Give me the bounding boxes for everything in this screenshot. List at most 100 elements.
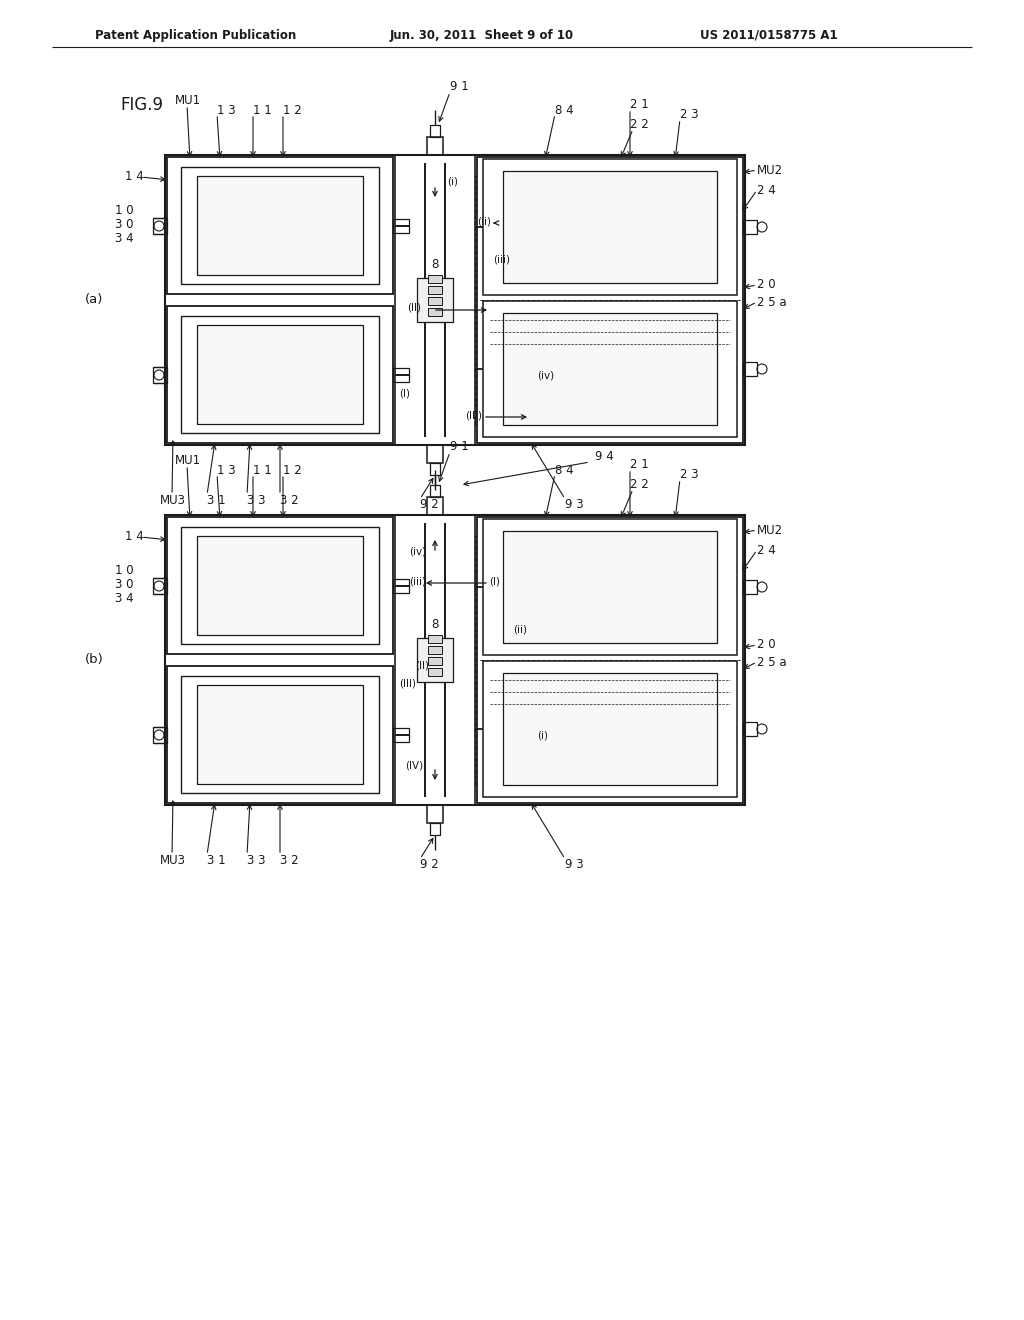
Bar <box>483 158 737 294</box>
Bar <box>430 484 440 498</box>
Bar <box>395 154 475 445</box>
Text: (ii): (ii) <box>513 624 527 635</box>
Text: 9 2: 9 2 <box>420 858 438 871</box>
Bar <box>428 286 442 294</box>
Bar <box>393 368 409 381</box>
Text: 9 3: 9 3 <box>565 499 584 511</box>
Text: (I): (I) <box>489 576 500 586</box>
Bar <box>417 279 453 322</box>
Bar <box>503 313 717 425</box>
Text: 9 4: 9 4 <box>595 450 613 463</box>
Bar <box>393 729 409 742</box>
Text: 3 2: 3 2 <box>280 854 299 866</box>
Text: 2 4: 2 4 <box>757 544 776 557</box>
Bar <box>427 498 443 515</box>
Text: MU2: MU2 <box>757 524 783 536</box>
Text: 8: 8 <box>431 259 438 272</box>
Bar <box>167 667 393 803</box>
Text: US 2011/0158775 A1: US 2011/0158775 A1 <box>700 29 838 41</box>
Bar <box>417 638 453 682</box>
Bar <box>181 527 379 644</box>
Text: (IV): (IV) <box>406 760 423 770</box>
Text: (iii): (iii) <box>493 255 510 265</box>
Text: 3 3: 3 3 <box>247 854 265 866</box>
Bar <box>428 635 442 643</box>
Text: 2 4: 2 4 <box>757 183 776 197</box>
Text: 2 5 a: 2 5 a <box>757 296 786 309</box>
Text: MU3: MU3 <box>160 494 186 507</box>
Text: (b): (b) <box>85 653 103 667</box>
Text: 3 4: 3 4 <box>115 231 133 244</box>
Text: MU1: MU1 <box>175 94 201 107</box>
Text: 1 4: 1 4 <box>125 531 143 544</box>
Bar <box>395 515 475 805</box>
Bar <box>181 168 379 284</box>
Text: 1 1: 1 1 <box>253 103 271 116</box>
Bar <box>393 579 409 593</box>
Bar <box>428 668 442 676</box>
Bar <box>477 517 743 803</box>
Bar <box>197 685 362 784</box>
Text: 1 0: 1 0 <box>115 565 133 578</box>
Text: (iv): (iv) <box>409 546 426 556</box>
Text: (a): (a) <box>85 293 103 306</box>
Text: Jun. 30, 2011  Sheet 9 of 10: Jun. 30, 2011 Sheet 9 of 10 <box>390 29 574 41</box>
Bar <box>153 727 167 743</box>
Text: 2 1: 2 1 <box>630 458 649 471</box>
Bar <box>153 578 167 594</box>
Bar <box>167 157 393 294</box>
Bar <box>428 657 442 665</box>
Bar <box>430 463 440 475</box>
Bar <box>181 676 379 793</box>
Text: 1 0: 1 0 <box>115 205 133 218</box>
Bar <box>483 301 737 437</box>
Text: 8 4: 8 4 <box>555 103 573 116</box>
Text: 3 1: 3 1 <box>207 494 225 507</box>
Text: Patent Application Publication: Patent Application Publication <box>95 29 296 41</box>
Text: 3 3: 3 3 <box>247 494 265 507</box>
Text: 3 2: 3 2 <box>280 494 299 507</box>
Bar <box>428 645 442 653</box>
Bar <box>153 367 167 383</box>
Bar <box>743 362 757 376</box>
Text: (iii): (iii) <box>409 576 426 586</box>
Text: 3 1: 3 1 <box>207 854 225 866</box>
Bar <box>167 517 393 653</box>
Text: 2 3: 2 3 <box>680 469 698 482</box>
Bar <box>503 673 717 785</box>
Bar <box>181 315 379 433</box>
Bar <box>427 137 443 154</box>
Bar <box>165 515 745 805</box>
Bar <box>477 157 743 444</box>
Text: 9 2: 9 2 <box>420 499 438 511</box>
Text: 2 0: 2 0 <box>757 639 775 652</box>
Bar <box>428 275 442 282</box>
Bar <box>165 154 745 445</box>
Text: 2 2: 2 2 <box>630 119 649 132</box>
Text: FIG.9: FIG.9 <box>120 96 163 114</box>
Text: (II): (II) <box>407 304 421 313</box>
Text: 3 0: 3 0 <box>115 578 133 590</box>
Text: 1 2: 1 2 <box>283 463 302 477</box>
Text: 2 0: 2 0 <box>757 279 775 292</box>
Text: 2 5 a: 2 5 a <box>757 656 786 668</box>
Bar <box>428 297 442 305</box>
Text: MU3: MU3 <box>160 854 186 866</box>
Text: 1 3: 1 3 <box>217 103 236 116</box>
Bar <box>427 805 443 822</box>
Bar <box>503 531 717 643</box>
Bar <box>153 218 167 234</box>
Bar <box>743 722 757 737</box>
Text: 9 1: 9 1 <box>450 81 469 94</box>
Text: 2 1: 2 1 <box>630 99 649 111</box>
Text: (i): (i) <box>447 176 458 186</box>
Text: (i): (i) <box>537 731 548 741</box>
Text: 1 2: 1 2 <box>283 103 302 116</box>
Text: (I): (I) <box>399 388 410 399</box>
Bar <box>393 219 409 234</box>
Bar <box>483 519 737 655</box>
Bar <box>743 220 757 234</box>
Text: 3 0: 3 0 <box>115 218 133 231</box>
Bar <box>430 125 440 137</box>
Text: 8: 8 <box>431 619 438 631</box>
